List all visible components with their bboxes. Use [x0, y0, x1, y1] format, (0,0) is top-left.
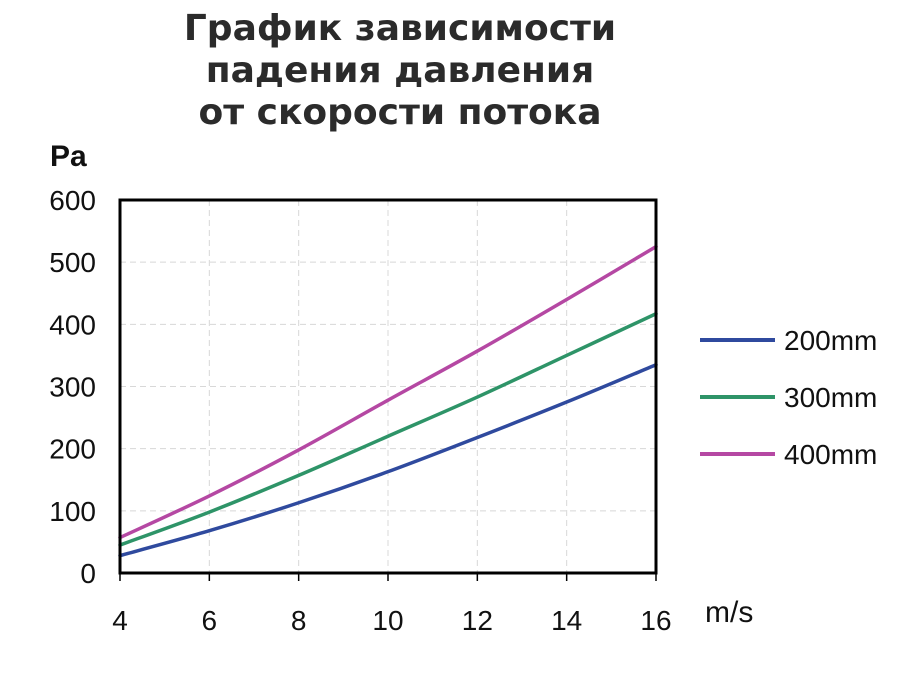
chart-title-line-2: падения давления [205, 50, 595, 91]
y-tick-label: 100 [49, 496, 96, 527]
y-tick-label: 200 [49, 434, 96, 465]
y-tick-label: 0 [80, 558, 96, 589]
chart-title-line-1: График зависимости [183, 8, 617, 49]
legend: 200mm 300mm 400mm [700, 325, 877, 470]
series-lines [118, 244, 658, 558]
chart-title-line-3: от скорости потока [198, 92, 602, 133]
chart-title: График зависимости падения давления от с… [100, 8, 700, 134]
axes: 4 6 8 10 12 14 16 0 100 200 300 400 500 600 [49, 185, 671, 636]
x-tick-label: 4 [112, 605, 128, 636]
x-tick-label: 12 [462, 605, 493, 636]
y-tick-label: 500 [49, 247, 96, 278]
y-tick-label: 300 [49, 372, 96, 403]
x-tick-label: 6 [202, 605, 218, 636]
y-axis-label: Pa [50, 140, 87, 173]
x-tick-label: 14 [551, 605, 582, 636]
x-axis-label: m/s [705, 596, 753, 629]
legend-label-400mm: 400mm [784, 439, 877, 470]
series-line-300mm [118, 312, 658, 547]
x-tick-label: 16 [640, 605, 671, 636]
series-line-400mm [118, 244, 658, 540]
legend-label-300mm: 300mm [784, 382, 877, 413]
x-tick-label: 10 [372, 605, 403, 636]
x-tick-label: 8 [291, 605, 307, 636]
series-line-200mm [118, 362, 658, 558]
y-tick-label: 400 [49, 309, 96, 340]
y-tick-label: 600 [49, 185, 96, 216]
legend-label-200mm: 200mm [784, 325, 877, 356]
